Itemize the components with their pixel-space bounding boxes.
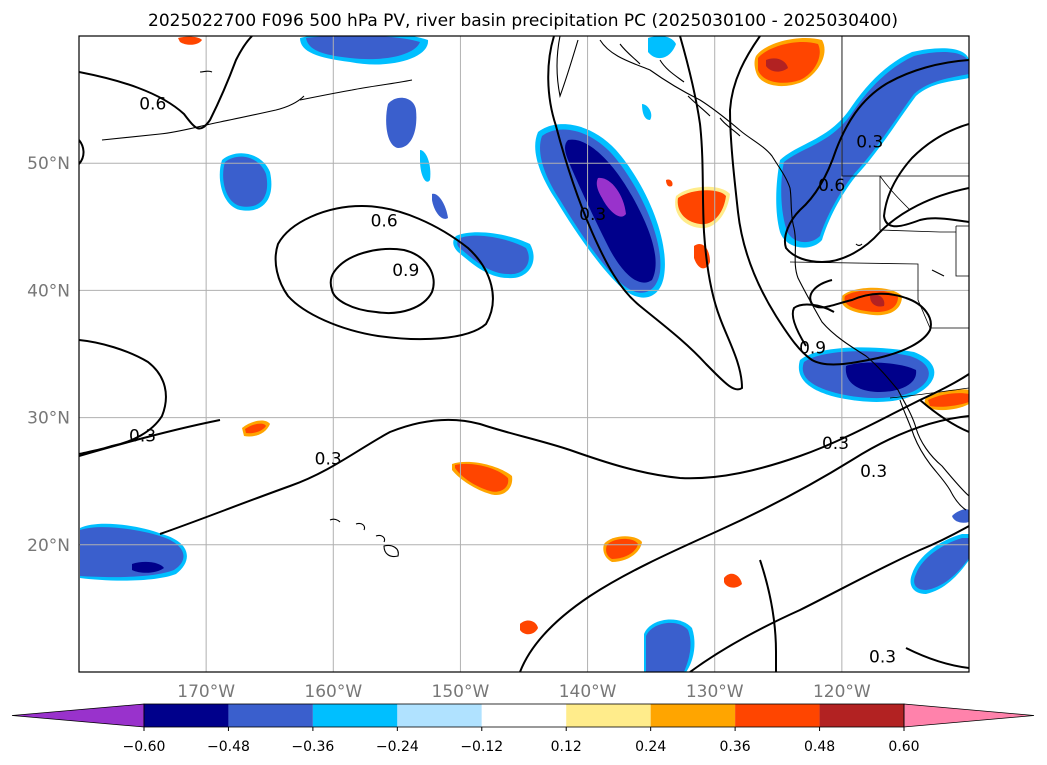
lon-tick-label: 170°W [177, 682, 235, 702]
contour-labels: 0.6 0.6 0.9 0.3 0.3 0.3 0.9 0.6 0.3 0.3 0.3 0.3 [129, 94, 896, 667]
contour-label: 0.3 [822, 434, 849, 454]
colorbar-tick-label: −0.12 [460, 739, 503, 755]
lat-tick-label: 40°N [27, 281, 70, 301]
longitude-axis-labels: 170°W 160°W 150°W 140°W 130°W 120°W [177, 682, 871, 702]
contour-label: 0.3 [315, 449, 342, 469]
colorbar-segment [228, 704, 313, 727]
lon-tick-label: 140°W [559, 682, 617, 702]
map-frame [78, 35, 970, 673]
map-axes: 0.6 0.6 0.9 0.3 0.3 0.3 0.9 0.6 0.3 0.3 0.3 0.3 [78, 35, 970, 673]
colorbar-segment [735, 704, 820, 727]
positive-precip-pc-areas [242, 37, 969, 635]
colorbar-tick-label: 0.48 [804, 739, 835, 755]
contour-label: 0.3 [579, 205, 606, 225]
contour-label: 0.6 [139, 94, 166, 114]
contour-label: 0.3 [869, 648, 896, 668]
colorbar-tick-label: −0.24 [376, 739, 419, 755]
colorbar-frame [143, 703, 905, 728]
colorbar-tick-label: 0.36 [720, 739, 751, 755]
pv-contours [79, 36, 969, 672]
lat-tick-label: 50°N [27, 154, 70, 174]
political-borders [789, 36, 969, 399]
contour-label: 0.3 [129, 426, 156, 446]
contour-label: 0.6 [371, 211, 398, 231]
lon-tick-label: 160°W [304, 682, 362, 702]
lat-tick-label: 20°N [27, 536, 70, 556]
colorbar-tick-label: 0.12 [551, 739, 582, 755]
colorbar-segment [481, 704, 567, 727]
colorbar-segment [650, 704, 736, 727]
colorbar-segment [312, 704, 398, 727]
contour-label: 0.3 [860, 462, 887, 482]
contour-label: 0.3 [856, 133, 883, 153]
lat-tick-label: 30°N [27, 409, 70, 429]
lon-tick-label: 150°W [432, 682, 490, 702]
colorbar-tick-label: −0.48 [207, 739, 250, 755]
colorbar-extend-high [903, 703, 1035, 728]
colorbar-extend-low [11, 703, 145, 728]
coastlines [101, 36, 969, 558]
contour-label: 0.9 [799, 339, 826, 359]
lon-tick-label: 130°W [686, 682, 744, 702]
colorbar-segment [397, 704, 482, 727]
contour-label: 0.9 [392, 261, 419, 281]
figure-title: 2025022700 F096 500 hPa PV, river basin … [148, 11, 898, 31]
colorbar-segment [566, 704, 651, 727]
lon-tick-label: 120°W [813, 682, 871, 702]
colorbar-tick-label: 0.60 [888, 739, 919, 755]
colorbar-segment [819, 704, 904, 727]
latitude-axis-labels: 20°N 30°N 40°N 50°N [27, 154, 70, 556]
colorbar-tick-label: −0.36 [291, 739, 334, 755]
colorbar-segment [144, 704, 229, 727]
colorbar-tick-label: 0.24 [635, 739, 666, 755]
colorbar-tick-label: −0.60 [123, 739, 166, 755]
colorbar: −0.60 −0.48 −0.36 −0.24 −0.12 0.12 0.24 0.36 0.4… [11, 703, 1035, 755]
contour-label: 0.6 [818, 176, 845, 196]
